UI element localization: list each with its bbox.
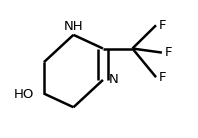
Text: F: F — [165, 46, 172, 59]
Text: F: F — [159, 71, 167, 84]
Text: F: F — [159, 19, 167, 32]
Text: NH: NH — [64, 20, 83, 33]
Text: N: N — [109, 73, 119, 86]
Text: HO: HO — [14, 88, 34, 101]
